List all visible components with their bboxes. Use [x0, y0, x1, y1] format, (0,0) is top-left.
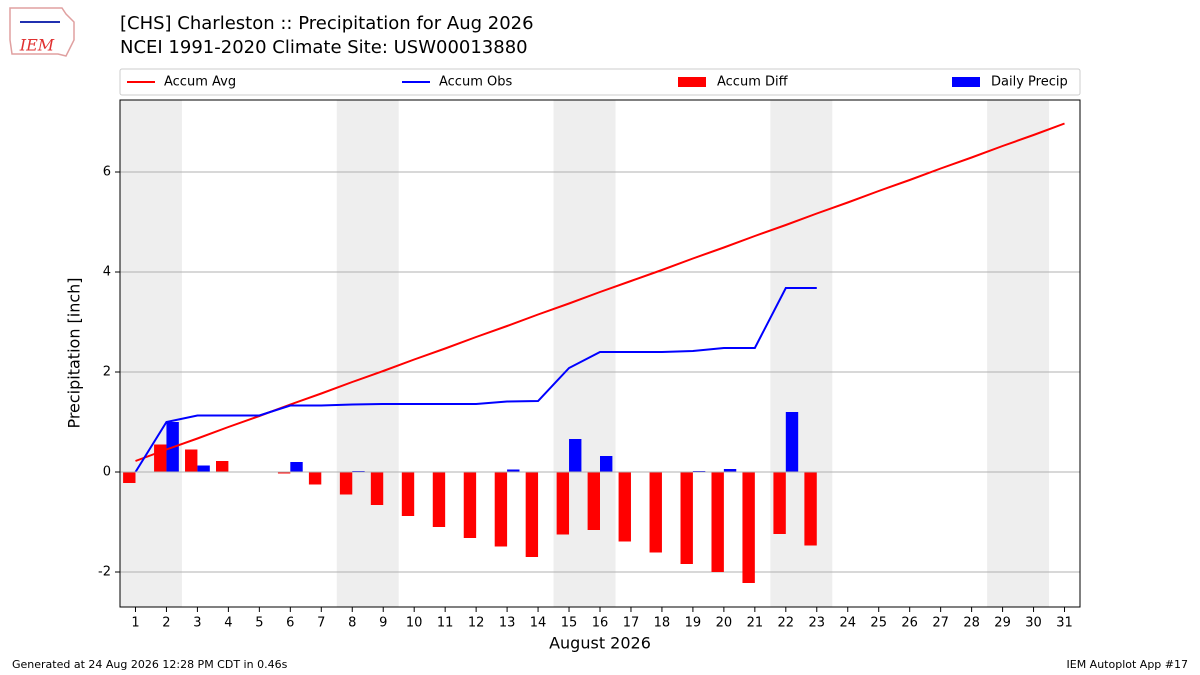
legend-label: Accum Obs [439, 75, 512, 90]
bar [277, 472, 291, 474]
y-axis-label: Precipitation [inch] [65, 277, 84, 428]
x-tick-label: 12 [468, 616, 485, 631]
bar [123, 472, 136, 483]
x-tick-label: 13 [499, 616, 516, 631]
bar [401, 472, 415, 516]
bar [185, 449, 198, 472]
chart-title: [CHS] Charleston :: Precipitation for Au… [120, 13, 534, 34]
bar [711, 472, 724, 572]
x-tick-label: 11 [437, 616, 454, 631]
bar [600, 456, 613, 472]
logo-text: IEM [19, 36, 55, 55]
bar [569, 439, 582, 472]
bar [742, 472, 755, 583]
x-tick-label: 19 [685, 616, 702, 631]
footer-left: Generated at 24 Aug 2026 12:28 PM CDT in… [12, 658, 288, 671]
shaded-span [120, 100, 182, 607]
plot-frame [119, 99, 1081, 608]
x-tick-label: 15 [561, 616, 578, 631]
x-tick-label: 16 [592, 616, 609, 631]
x-tick-label: 9 [379, 616, 387, 631]
x-axis-label: August 2026 [549, 634, 651, 653]
bar [723, 469, 737, 472]
bar [494, 472, 508, 547]
chart-subtitle: NCEI 1991-2020 Climate Site: USW00013880 [120, 37, 528, 58]
bar [507, 469, 520, 472]
x-tick-label: 17 [623, 616, 640, 631]
legend-frame [119, 68, 1081, 96]
shaded-span [336, 100, 399, 607]
x-tick-label: 8 [348, 616, 356, 631]
bar [197, 465, 210, 472]
bar [308, 472, 322, 485]
bar [680, 472, 693, 564]
y-tick-label: -2 [98, 565, 111, 580]
bar [773, 472, 786, 534]
bar [649, 472, 662, 553]
bar [370, 472, 384, 505]
logo-outline [9, 7, 75, 57]
x-tick-label: 7 [317, 616, 325, 631]
bar [618, 472, 631, 542]
logo: IEM [9, 7, 75, 57]
bar [216, 461, 229, 472]
bar [290, 462, 303, 472]
x-tick-label: 26 [901, 616, 918, 631]
x-tick-label: 2 [162, 616, 170, 631]
bar [587, 472, 600, 530]
x-tick-label: 24 [839, 616, 856, 631]
legend-label: Accum Diff [717, 75, 789, 90]
bar [785, 412, 799, 472]
x-tick-label: 5 [255, 616, 263, 631]
y-tick-label: 4 [103, 265, 111, 280]
x-tick-label: 1 [131, 616, 139, 631]
x-tick-label: 14 [530, 616, 547, 631]
bar [525, 472, 539, 557]
y-tick-label: 2 [103, 365, 111, 380]
x-tick-label: 30 [1025, 616, 1042, 631]
legend-swatch [952, 77, 980, 87]
x-tick-label: 23 [809, 616, 826, 631]
legend-label: Daily Precip [991, 75, 1068, 90]
x-tick-label: 29 [994, 616, 1011, 631]
bar [154, 444, 167, 472]
bar [804, 472, 817, 546]
x-tick-label: 10 [406, 616, 423, 631]
y-tick-label: 0 [103, 465, 111, 480]
y-tick-label: 6 [103, 165, 111, 180]
shaded-span [987, 100, 1050, 607]
x-tick-label: 28 [963, 616, 980, 631]
x-tick-label: 22 [778, 616, 795, 631]
legend-swatch [678, 77, 706, 87]
x-tick-label: 25 [870, 616, 887, 631]
x-tick-label: 18 [654, 616, 671, 631]
x-tick-label: 27 [932, 616, 949, 631]
x-tick-label: 6 [286, 616, 294, 631]
x-tick-label: 3 [193, 616, 201, 631]
line [134, 287, 817, 473]
bar [556, 472, 570, 535]
x-tick-label: 4 [224, 616, 232, 631]
bar [432, 472, 446, 527]
bar [339, 472, 353, 495]
legend-label: Accum Avg [164, 75, 236, 90]
x-tick-label: 21 [747, 616, 764, 631]
bar [463, 472, 477, 538]
x-tick-label: 31 [1056, 616, 1073, 631]
footer-right: IEM Autoplot App #17 [1067, 658, 1189, 671]
x-tick-label: 20 [716, 616, 733, 631]
